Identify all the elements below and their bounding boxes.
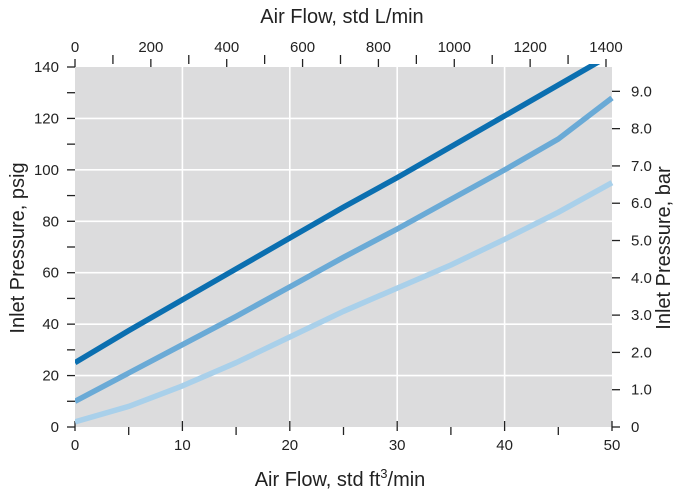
- right-tick-label: 8.0: [631, 121, 652, 138]
- top-tick-label: 400: [214, 39, 239, 56]
- y-tick-label: 40: [42, 316, 59, 333]
- right-axis-title: Inlet Pressure, bar: [653, 166, 675, 330]
- y-tick-label: 140: [34, 59, 59, 76]
- right-tick-label: 2.0: [631, 344, 652, 361]
- x-axis-title-superscript: 3: [380, 466, 387, 481]
- x-axis-title-main: Air Flow, std ft: [255, 469, 381, 491]
- x-tick-label: 40: [496, 437, 513, 454]
- plot-background: [75, 67, 612, 427]
- y-axis-title: Inlet Pressure, psig: [7, 162, 29, 333]
- right-tick-label: 6.0: [631, 195, 652, 212]
- top-tick-label: 200: [138, 39, 163, 56]
- top-tick-label: 600: [290, 39, 315, 56]
- right-tick-label: 4.0: [631, 270, 652, 287]
- top-tick-label: 1200: [513, 39, 546, 56]
- grid-lines: [75, 67, 612, 427]
- top-tick-label: 1400: [589, 39, 622, 56]
- x-tick-label: 50: [604, 437, 621, 454]
- series-line-1: [75, 64, 601, 366]
- x-tick-label: 20: [281, 437, 298, 454]
- series-line-3: [75, 180, 614, 425]
- y-tick-label: 20: [42, 368, 59, 385]
- right-tick-label: 7.0: [631, 158, 652, 175]
- top-tick-label: 1000: [438, 39, 471, 56]
- x-tick-label: 30: [389, 437, 406, 454]
- right-tick-label: 5.0: [631, 233, 652, 250]
- x-tick-label: 10: [174, 437, 191, 454]
- y-tick-label: 60: [42, 265, 59, 282]
- right-tick-label: 3.0: [631, 307, 652, 324]
- x-axis-title-suffix: /min: [388, 469, 426, 491]
- right-tick-label: 0: [631, 419, 639, 436]
- y-tick-label: 80: [42, 213, 59, 230]
- series-line-2: [75, 95, 614, 404]
- series-group: [75, 64, 614, 425]
- y-tick-label: 0: [51, 419, 59, 436]
- y-tick-label: 100: [34, 162, 59, 179]
- x-axis-title: Air Flow, std ft3/min: [255, 466, 426, 491]
- right-tick-label: 1.0: [631, 382, 652, 399]
- top-axis-title: Air Flow, std L/min: [260, 6, 423, 28]
- x-tick-label: 0: [71, 437, 79, 454]
- top-tick-label: 0: [71, 39, 79, 56]
- right-tick-label: 9.0: [631, 83, 652, 100]
- y-tick-label: 120: [34, 110, 59, 127]
- top-tick-label: 800: [366, 39, 391, 56]
- series-lines: [75, 64, 614, 425]
